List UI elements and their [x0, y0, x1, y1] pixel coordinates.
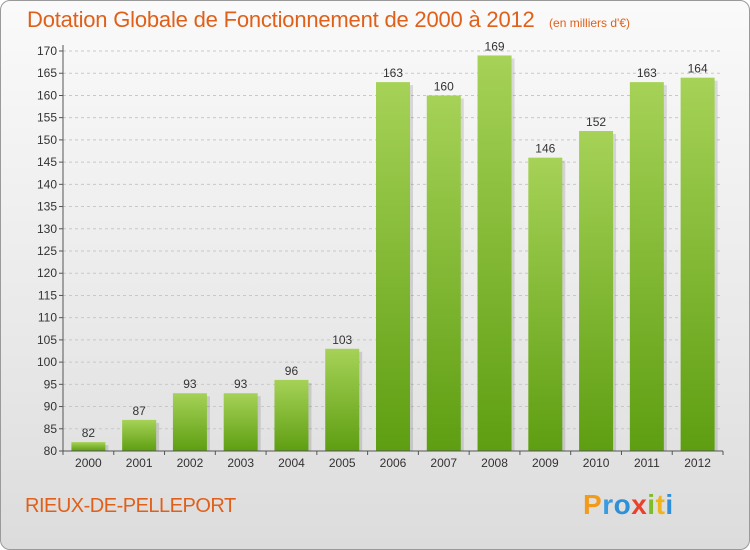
bar-value-label: 146: [535, 142, 555, 156]
y-tick-label: 85: [44, 422, 58, 436]
bar-value-label: 93: [183, 377, 197, 391]
y-tick-label: 110: [38, 311, 57, 325]
y-tick-label: 95: [44, 377, 58, 391]
bar-value-label: 163: [637, 66, 657, 80]
bar: [680, 77, 715, 452]
y-tick-label: 125: [37, 244, 57, 258]
bar-value-label: 87: [132, 404, 146, 418]
logo-letter: r: [602, 489, 614, 520]
bar-value-label: 82: [82, 426, 96, 440]
y-tick-label: 105: [37, 333, 57, 347]
bar-value-label: 163: [383, 66, 403, 80]
y-tick-label: 140: [37, 177, 57, 191]
logo-letter: t: [655, 489, 666, 520]
bar-value-label: 152: [586, 115, 606, 129]
logo-letter: i: [665, 489, 674, 520]
bar-value-label: 93: [234, 377, 248, 391]
bars: 82 87 93 93 96 103 163 160 169 146 152 163 164: [71, 39, 718, 452]
bar-value-label: 96: [285, 364, 299, 378]
x-axis: 2000 2001 2002 2003 2004 2005 2006 2007 2008 2009…: [62, 450, 724, 470]
chart-title-row: Dotation Globale de Fonctionnement de 20…: [27, 7, 630, 33]
bar: [528, 157, 563, 451]
bar: [325, 348, 360, 451]
y-tick-label: 115: [38, 288, 57, 302]
x-tick-label: 2005: [329, 456, 356, 470]
bar: [629, 82, 664, 451]
x-tick-label: 2006: [380, 456, 407, 470]
bar: [477, 55, 512, 451]
chart-title: Dotation Globale de Fonctionnement de 20…: [27, 7, 535, 32]
y-tick-label: 135: [37, 200, 57, 214]
y-tick-label: 100: [37, 355, 57, 369]
proxiti-logo: Proxiti: [583, 489, 674, 521]
y-tick-label: 120: [37, 266, 57, 280]
x-tick-label: 2003: [227, 456, 254, 470]
bar: [223, 393, 258, 451]
bar-value-label: 169: [485, 39, 505, 53]
y-tick-label: 160: [37, 88, 57, 102]
logo-letter: x: [631, 489, 648, 520]
x-tick-label: 2011: [634, 456, 660, 470]
bar: [122, 419, 157, 451]
y-tick-label: 145: [37, 155, 57, 169]
x-tick-label: 2000: [75, 456, 102, 470]
bar: [71, 442, 106, 451]
x-tick-label: 2001: [126, 456, 153, 470]
x-tick-label: 2007: [430, 456, 457, 470]
bar-value-label: 160: [434, 79, 454, 93]
y-axis: 80 85 90 95 100 105 110 115 120 125 130 135 140 145 15…: [37, 44, 64, 458]
bar-value-label: 103: [332, 333, 352, 347]
town-name: RIEUX-DE-PELLEPORT: [25, 495, 236, 517]
bar-value-label: 164: [688, 62, 708, 76]
bar: [172, 393, 207, 451]
y-tick-label: 170: [37, 44, 57, 58]
bar: [274, 379, 309, 451]
y-tick-label: 165: [37, 66, 57, 80]
x-tick-label: 2002: [177, 456, 204, 470]
logo-letter: o: [613, 489, 632, 520]
y-tick-label: 130: [37, 222, 57, 236]
bar: [376, 82, 410, 451]
y-tick-label: 90: [44, 400, 58, 414]
logo-letter: P: [583, 489, 603, 520]
x-tick-label: 2009: [532, 456, 559, 470]
y-tick-label: 80: [44, 444, 58, 458]
y-tick-label: 150: [37, 133, 57, 147]
x-tick-label: 2008: [481, 456, 508, 470]
bar: [579, 131, 614, 451]
chart-subtitle: (en milliers d'€): [549, 16, 631, 30]
x-tick-label: 2010: [583, 456, 610, 470]
x-tick-label: 2012: [684, 456, 711, 470]
bar: [426, 95, 461, 451]
y-tick-label: 155: [37, 111, 57, 125]
x-tick-label: 2004: [278, 456, 305, 470]
logo-letter: i: [647, 489, 656, 520]
